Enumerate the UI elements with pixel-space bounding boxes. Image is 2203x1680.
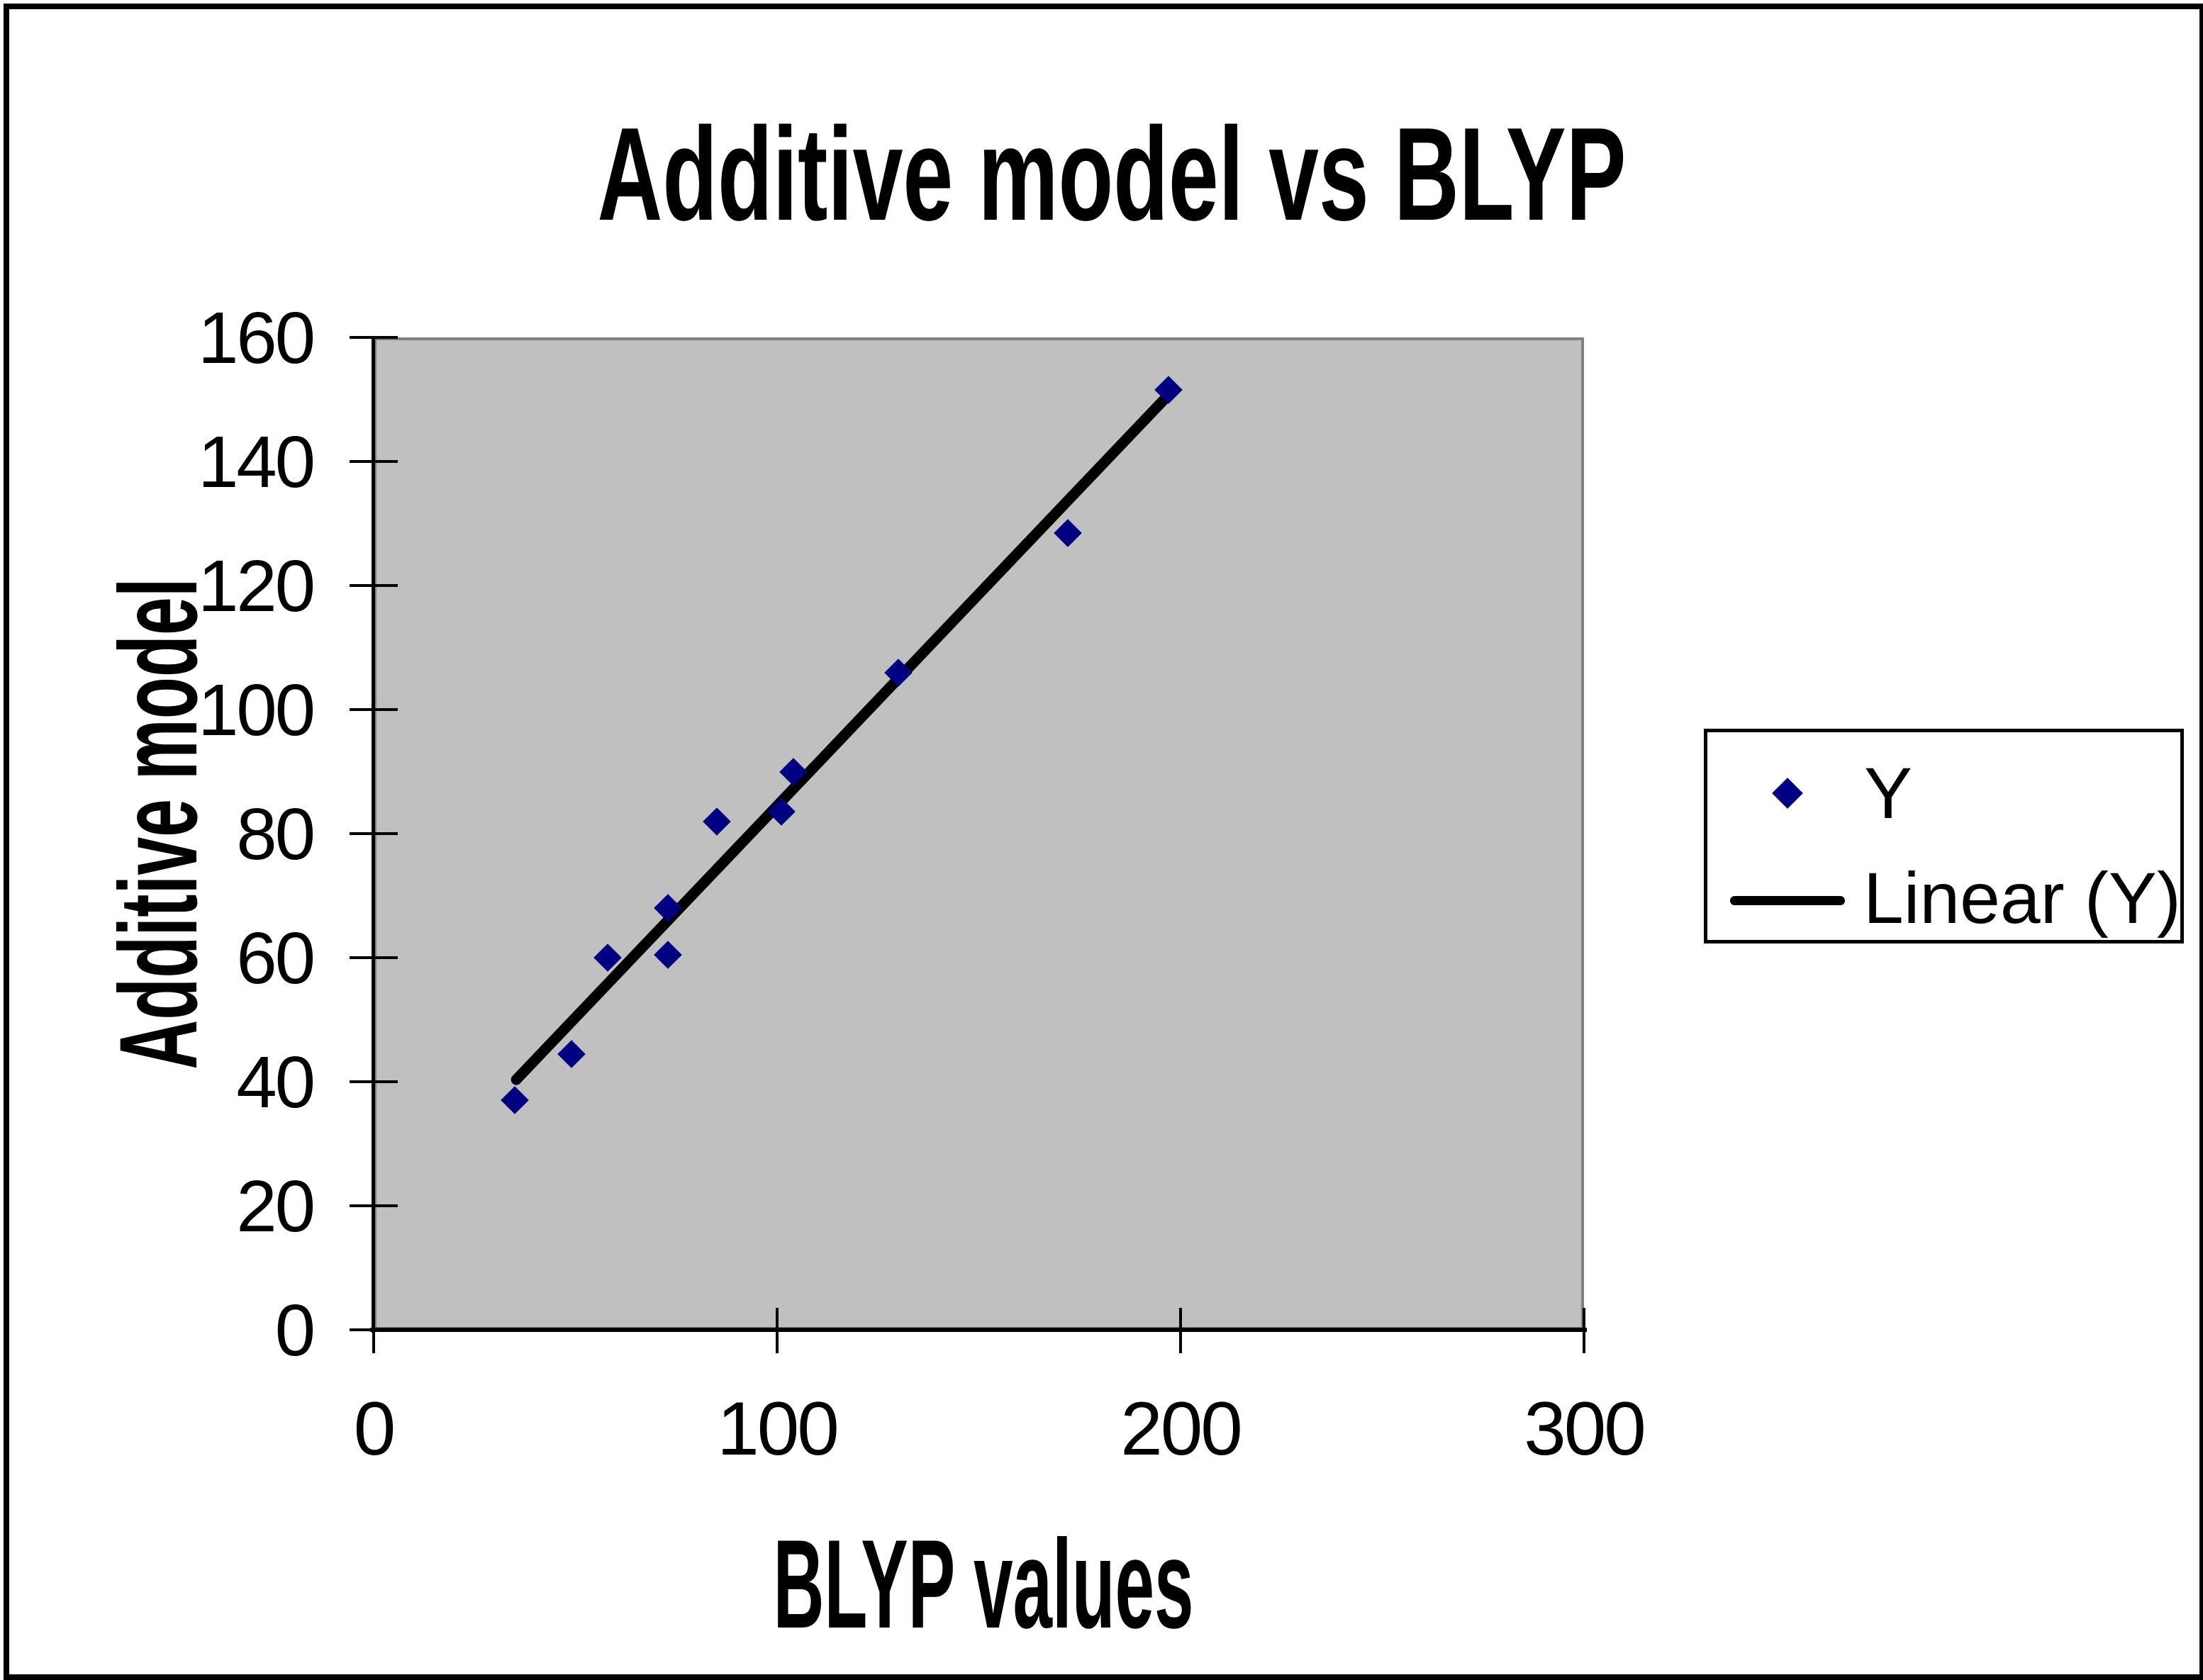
y-tick-label: 140 — [198, 421, 316, 503]
y-tick-label: 160 — [198, 297, 316, 379]
x-tick-label: 200 — [1120, 1386, 1243, 1471]
legend-trend-label: Linear (Y) — [1863, 858, 2181, 939]
x-tick-label: 100 — [717, 1386, 840, 1471]
y-axis-line — [372, 336, 375, 1333]
legend-diamond-marker-icon — [1772, 778, 1803, 809]
x-axis-title: BLYP values — [773, 1513, 1194, 1654]
y-tick-label: 0 — [274, 1289, 316, 1371]
y-tick-label: 100 — [198, 669, 316, 751]
legend-series-label: Y — [1864, 753, 1913, 834]
x-tick-label: 0 — [353, 1386, 396, 1471]
y-tick-label: 120 — [198, 545, 316, 627]
y-tick-label: 20 — [236, 1165, 316, 1247]
x-axis-line — [370, 1328, 1587, 1332]
y-tick-label: 60 — [236, 917, 316, 999]
outer-border — [4, 4, 2203, 1680]
plot-area — [374, 337, 1584, 1330]
legend-line-sample-icon — [1730, 896, 1845, 905]
y-tick-label: 80 — [236, 793, 316, 875]
chart-title: Additive model vs BLYP — [597, 100, 1627, 248]
legend: Y Linear (Y) — [1704, 729, 2184, 943]
y-tick-label: 40 — [236, 1041, 316, 1123]
x-tick-label: 300 — [1524, 1386, 1646, 1471]
